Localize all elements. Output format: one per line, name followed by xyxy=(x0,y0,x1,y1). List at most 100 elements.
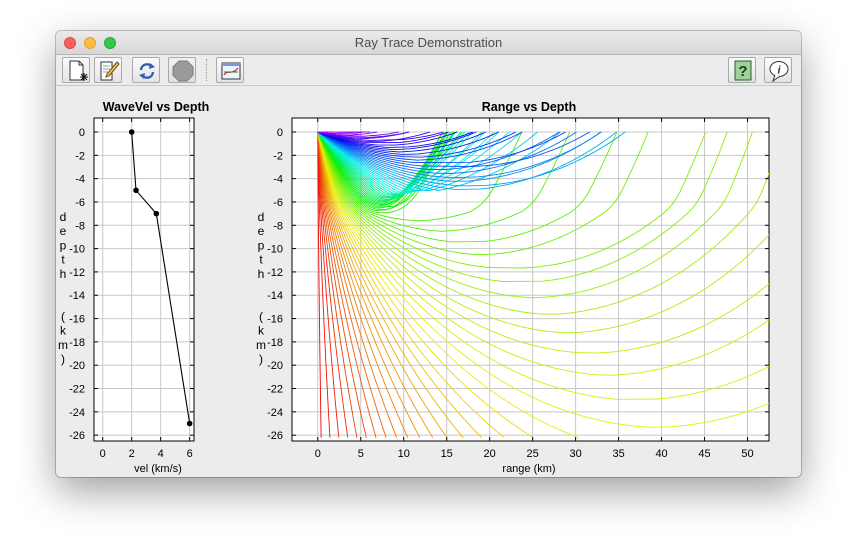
ray-path xyxy=(317,131,510,193)
ray-path xyxy=(317,131,649,256)
ray-y-tick-label: -12 xyxy=(267,267,283,279)
ray-chart-title: Range vs Depth xyxy=(482,100,576,114)
ray-path xyxy=(317,131,473,195)
ray-path xyxy=(317,131,769,354)
ray-y-tick-label: -4 xyxy=(273,174,283,186)
ray-path xyxy=(317,131,448,203)
velocity-y-tick-label: -12 xyxy=(69,267,85,279)
help-button[interactable]: ? xyxy=(728,57,756,83)
plots-area: WaveVel vs Depth 0 -2 -4 -6 -8 -10 -12 -14 -16 -1… xyxy=(58,100,770,475)
velocity-y-tick-label: -26 xyxy=(69,430,85,442)
stop-octagon-icon xyxy=(172,60,194,82)
ray-path xyxy=(317,132,769,428)
velocity-y-tick-label: -2 xyxy=(75,150,85,162)
minimize-window-button[interactable] xyxy=(84,37,96,49)
info-balloon-icon: i xyxy=(769,61,789,82)
ray-path xyxy=(317,131,486,194)
velocity-grid xyxy=(94,118,194,441)
ray-path xyxy=(317,132,580,439)
ray-path xyxy=(317,131,707,269)
ray-x-tick-label: 15 xyxy=(441,448,453,460)
ray-path xyxy=(317,131,577,174)
ray-x-ticks: 0 5 10 15 20 25 30 35 40 45 50 xyxy=(315,118,754,460)
help-question-icon: ? xyxy=(734,60,752,81)
velocity-chart: WaveVel vs Depth 0 -2 -4 -6 -8 -10 -12 -14 -16 -1… xyxy=(58,100,209,475)
ray-y-tick-label: -26 xyxy=(267,430,283,442)
ray-path xyxy=(317,131,571,232)
ray-x-tick-label: 10 xyxy=(398,448,410,460)
ray-path xyxy=(317,131,462,197)
edit-button[interactable] xyxy=(94,57,122,83)
window-title: Ray Trace Demonstration xyxy=(354,35,503,50)
ray-x-axis-label: range (km) xyxy=(502,463,555,475)
velocity-point xyxy=(153,210,160,217)
zoom-window-button[interactable] xyxy=(104,37,116,49)
velocity-point xyxy=(133,187,139,194)
ray-path xyxy=(317,131,769,315)
pencil-edit-icon xyxy=(100,61,120,81)
ray-x-tick-label: 25 xyxy=(527,448,539,460)
ray-path xyxy=(317,131,463,198)
ray-path xyxy=(317,132,398,438)
graph-button[interactable] xyxy=(216,57,244,83)
velocity-chart-title: WaveVel vs Depth xyxy=(103,100,210,114)
ray-path-group xyxy=(317,131,769,439)
velocity-y-ticks: 0 -2 -4 -6 -8 -10 -12 -14 -16 -18 -20 -22 -24 -26 xyxy=(69,127,194,442)
ray-path xyxy=(317,131,618,243)
ray-path xyxy=(317,131,561,191)
close-window-button[interactable] xyxy=(64,37,76,49)
ray-path xyxy=(317,131,728,282)
svg-text:i: i xyxy=(777,65,781,77)
velocity-y-tick-label: -24 xyxy=(69,407,85,419)
ray-x-tick-label: 5 xyxy=(358,448,364,460)
ray-paths xyxy=(317,131,769,439)
ray-x-tick-label: 35 xyxy=(612,448,624,460)
ray-path xyxy=(317,132,464,439)
ray-path xyxy=(317,132,340,438)
ray-path xyxy=(317,132,448,438)
velocity-y-tick-label: -10 xyxy=(69,244,85,256)
info-button[interactable]: i xyxy=(764,57,792,83)
ray-path xyxy=(317,132,505,439)
ray-path xyxy=(317,131,602,179)
velocity-y-tick-label: 0 xyxy=(79,127,85,139)
ray-path xyxy=(317,131,482,195)
velocity-y-tick-label: -6 xyxy=(75,197,85,209)
ray-y-tick-label: 0 xyxy=(277,127,283,139)
ray-path xyxy=(317,131,560,170)
svg-text:?: ? xyxy=(738,63,747,80)
velocity-y-tick-label: -22 xyxy=(69,384,85,396)
ray-path xyxy=(317,131,538,191)
ray-path xyxy=(317,131,449,204)
velocity-y-tick-label: -14 xyxy=(69,290,85,302)
ray-path xyxy=(317,131,470,196)
velocity-y-tick-label: -18 xyxy=(69,337,85,349)
toolbar: ? i xyxy=(56,55,801,86)
ray-path xyxy=(317,132,769,400)
velocity-x-tick-label: 4 xyxy=(158,448,164,460)
velocity-x-ticks: 0 2 4 6 xyxy=(100,118,193,460)
ray-x-tick-label: 45 xyxy=(698,448,710,460)
ray-y-tick-label: -8 xyxy=(273,220,283,232)
new-document-button[interactable] xyxy=(62,57,90,83)
title-bar: Ray Trace Demonstration xyxy=(56,31,801,55)
velocity-point xyxy=(128,129,135,135)
stop-button[interactable] xyxy=(168,57,196,83)
refresh-button[interactable] xyxy=(132,57,160,83)
refresh-arrows-icon xyxy=(139,63,155,79)
ray-path xyxy=(317,131,523,191)
ray-path xyxy=(317,131,500,193)
velocity-x-tick-label: 0 xyxy=(100,448,106,460)
ray-path xyxy=(317,131,566,163)
ray-x-tick-label: 0 xyxy=(315,448,321,460)
ray-y-tick-label: -2 xyxy=(273,150,283,162)
velocity-x-tick-label: 6 xyxy=(187,448,193,460)
ray-path xyxy=(317,131,523,222)
velocity-x-axis-label: vel (km/s) xyxy=(134,463,182,475)
ray-path xyxy=(317,132,358,438)
ray-x-tick-label: 30 xyxy=(569,448,581,460)
ray-x-tick-label: 40 xyxy=(655,448,667,460)
ray-path xyxy=(317,132,377,438)
